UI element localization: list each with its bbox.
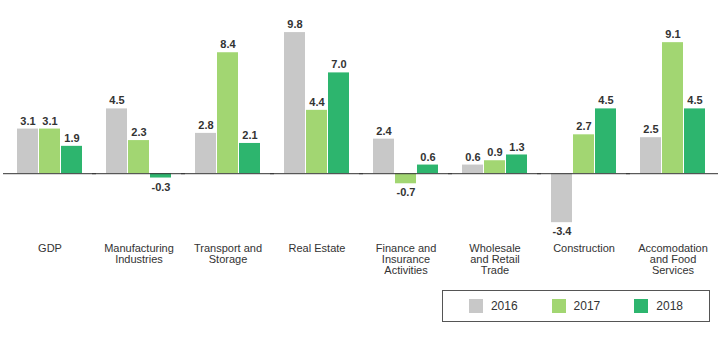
svg-text:2.5: 2.5 <box>643 123 658 135</box>
svg-text:4.5: 4.5 <box>109 94 124 106</box>
svg-text:0.6: 0.6 <box>465 151 480 163</box>
svg-text:Accomodationand FoodServices: Accomodationand FoodServices <box>638 242 708 276</box>
svg-text:2.4: 2.4 <box>376 125 392 137</box>
svg-text:2.8: 2.8 <box>198 119 213 131</box>
svg-text:2.7: 2.7 <box>576 120 591 132</box>
html-text:2018: 2018 <box>656 299 683 313</box>
svg-text:3.1: 3.1 <box>42 115 57 127</box>
svg-text:Construction: Construction <box>553 242 615 254</box>
svg-text:GDP: GDP <box>38 242 62 254</box>
svg-text:-0.7: -0.7 <box>397 186 416 198</box>
svg-text:1.3: 1.3 <box>509 141 524 153</box>
svg-text:-3.4: -3.4 <box>553 225 573 237</box>
svg-text:-0.3: -0.3 <box>152 181 171 193</box>
svg-text:ManufacturingIndustries: ManufacturingIndustries <box>104 242 174 265</box>
svg-text:4.5: 4.5 <box>598 94 613 106</box>
svg-text:0.6: 0.6 <box>420 151 435 163</box>
svg-text:8.4: 8.4 <box>220 38 236 50</box>
svg-text:0.9: 0.9 <box>487 146 502 158</box>
svg-text:1.9: 1.9 <box>64 132 79 144</box>
svg-text:Finance andInsuranceActivities: Finance andInsuranceActivities <box>376 242 437 276</box>
svg-text:2.1: 2.1 <box>242 129 257 141</box>
svg-text:4.4: 4.4 <box>309 96 325 108</box>
svg-text:7.0: 7.0 <box>331 58 346 70</box>
svg-text:Wholesaleand RetailTrade: Wholesaleand RetailTrade <box>469 242 520 276</box>
html-text:2016: 2016 <box>490 299 518 313</box>
svg-text:Transport andStorage: Transport andStorage <box>194 242 262 265</box>
html-text:2017: 2017 <box>573 299 601 313</box>
svg-text:9.1: 9.1 <box>665 28 680 40</box>
svg-text:2.3: 2.3 <box>131 126 146 138</box>
svg-text:9.8: 9.8 <box>287 18 302 30</box>
svg-text:4.5: 4.5 <box>687 94 702 106</box>
svg-text:Real Estate: Real Estate <box>289 242 346 254</box>
svg-text:3.1: 3.1 <box>20 115 35 127</box>
